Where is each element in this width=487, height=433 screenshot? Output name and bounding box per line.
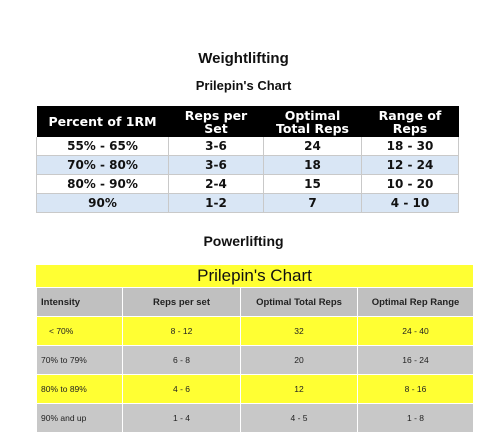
table-cell: 7 [263,193,362,213]
powerlifting-table: Intensity Reps per set Optimal Total Rep… [36,287,474,433]
table-cell: 3-6 [168,137,264,156]
table-cell: 90% [36,193,169,213]
column-header: Intensity [36,287,123,317]
column-header: Optimal Total Reps [240,287,358,317]
table-cell: 70% - 80% [36,155,169,175]
powerlifting-chart-title: Prilepin's Chart [36,265,473,287]
table-cell: 12 - 24 [361,155,459,175]
column-header: Reps per Set [168,106,264,137]
table-cell: 4 - 6 [122,374,241,404]
table-cell: 1-2 [168,193,264,213]
table-cell: 15 [263,174,362,194]
table-cell: 18 - 30 [361,137,459,156]
column-header: Reps per set [122,287,241,317]
table-row: 55% - 65% 3-6 24 18 - 30 [36,137,459,156]
column-header: Optimal Total Reps [263,106,362,137]
table-cell: 1 - 4 [122,403,241,433]
table-cell: < 70% [36,316,123,346]
powerlifting-heading: Powerlifting [203,233,284,249]
table-cell: 8 - 16 [357,374,474,404]
table-cell: 32 [240,316,358,346]
table-cell: 3-6 [168,155,264,175]
table-cell: 80% - 90% [36,174,169,194]
table-cell: 4 - 5 [240,403,358,433]
table-row: 90% and up 1 - 4 4 - 5 1 - 8 [36,403,474,433]
column-header: Range of Reps [361,106,459,137]
table-cell: 16 - 24 [357,345,474,375]
table-row: < 70% 8 - 12 32 24 - 40 [36,316,474,346]
table-cell: 24 [263,137,362,156]
table-cell: 18 [263,155,362,175]
table-cell: 90% and up [36,403,123,433]
table-cell: 8 - 12 [122,316,241,346]
table-cell: 24 - 40 [357,316,474,346]
table-header-row: Intensity Reps per set Optimal Total Rep… [36,287,474,317]
table-row: 70% - 80% 3-6 18 12 - 24 [36,155,459,175]
table-cell: 55% - 65% [36,137,169,156]
table-header-row: Percent of 1RM Reps per Set Optimal Tota… [36,106,459,137]
table-cell: 6 - 8 [122,345,241,375]
table-cell: 1 - 8 [357,403,474,433]
table-cell: 80% to 89% [36,374,123,404]
weightlifting-heading: Weightlifting [198,50,289,67]
table-cell: 2-4 [168,174,264,194]
table-cell: 10 - 20 [361,174,459,194]
table-row: 80% - 90% 2-4 15 10 - 20 [36,174,459,194]
table-cell: 12 [240,374,358,404]
column-header: Optimal Rep Range [357,287,474,317]
table-row: 80% to 89% 4 - 6 12 8 - 16 [36,374,474,404]
column-header: Percent of 1RM [36,106,169,137]
table-row: 70% to 79% 6 - 8 20 16 - 24 [36,345,474,375]
table-cell: 70% to 79% [36,345,123,375]
table-cell: 20 [240,345,358,375]
weightlifting-table: Percent of 1RM Reps per Set Optimal Tota… [36,106,459,213]
weightlifting-chart-title: Prilepin's Chart [195,78,292,93]
table-cell: 4 - 10 [361,193,459,213]
table-row: 90% 1-2 7 4 - 10 [36,193,459,213]
